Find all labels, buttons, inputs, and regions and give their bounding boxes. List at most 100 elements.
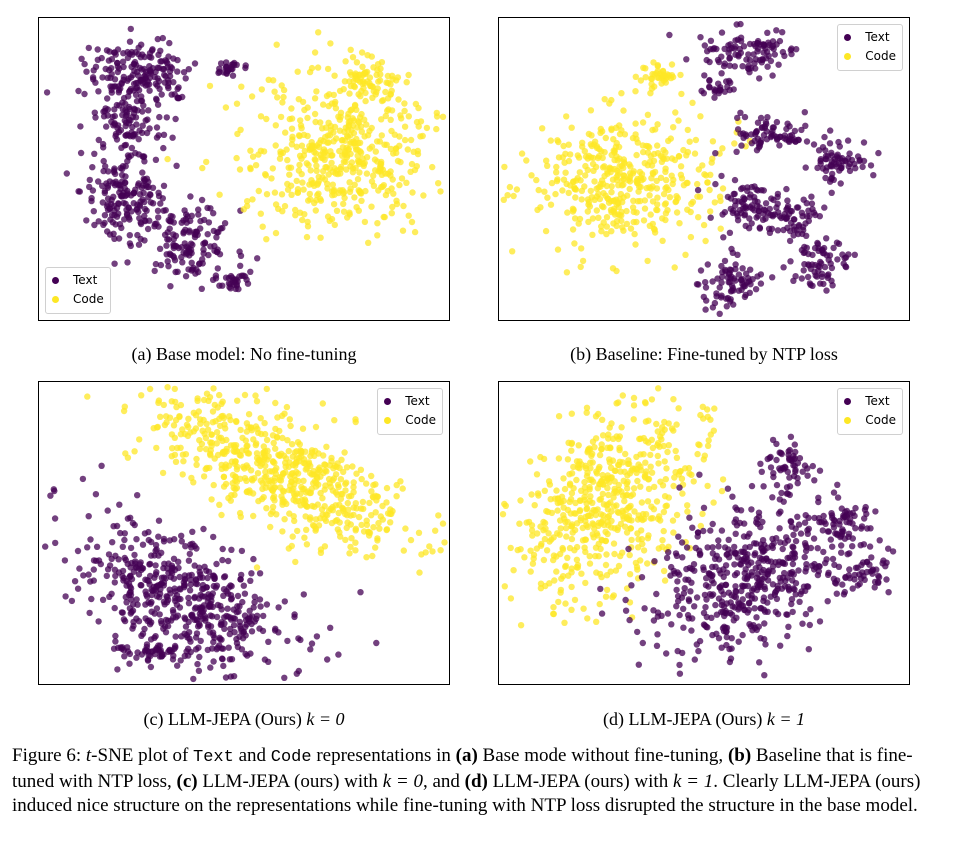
text-point <box>95 178 102 185</box>
text-point <box>700 566 707 573</box>
code-point <box>336 501 343 508</box>
text-point <box>829 555 837 563</box>
code-point <box>719 476 727 483</box>
code-point <box>603 586 611 594</box>
code-point <box>244 450 251 457</box>
code-point <box>238 83 245 90</box>
code-point <box>653 206 660 213</box>
text-point <box>829 514 836 522</box>
code-point <box>363 554 370 561</box>
text-point <box>800 196 807 203</box>
code-point <box>556 531 563 538</box>
text-point <box>796 455 804 462</box>
code-point <box>607 168 614 176</box>
text-point <box>213 613 221 621</box>
code-point <box>619 512 627 520</box>
code-point <box>694 180 701 188</box>
code-point <box>504 192 511 199</box>
text-point <box>135 618 143 625</box>
text-point <box>241 590 249 597</box>
code-point <box>303 233 311 241</box>
subcaption-c-math: k = 0 <box>306 709 345 729</box>
text-point <box>146 217 153 224</box>
text-point <box>183 219 190 226</box>
code-point <box>275 451 282 458</box>
code-point <box>689 99 696 107</box>
code-point <box>597 125 604 133</box>
code-point <box>592 163 600 171</box>
code-point <box>184 432 192 440</box>
code-point <box>563 113 570 120</box>
code-point <box>279 99 286 106</box>
text-point <box>757 460 764 467</box>
text-point <box>802 587 809 595</box>
code-point <box>575 442 582 449</box>
code-point <box>357 188 364 195</box>
code-point <box>635 188 642 195</box>
text-point <box>774 582 781 590</box>
text-point <box>140 153 147 161</box>
code-point <box>284 437 291 444</box>
code-point <box>356 139 364 146</box>
code-point <box>645 485 653 493</box>
code-point <box>588 476 595 483</box>
code-point <box>601 163 608 170</box>
caption-p4: Base mode without fine-tuning, <box>477 745 728 766</box>
code-point <box>252 392 259 399</box>
text-point <box>754 273 761 280</box>
text-point <box>748 559 755 566</box>
text-point <box>770 473 777 481</box>
code-point <box>340 86 347 93</box>
text-point <box>99 199 106 206</box>
code-point <box>630 208 637 216</box>
text-point <box>814 545 821 552</box>
text-point <box>718 644 725 651</box>
code-point <box>557 550 564 558</box>
code-point <box>517 497 524 504</box>
text-point <box>138 582 145 589</box>
code-point <box>182 451 190 458</box>
code-point <box>325 171 332 178</box>
code-point <box>655 460 662 467</box>
code-point <box>349 169 357 176</box>
code-point <box>301 106 308 114</box>
code-point <box>581 544 588 551</box>
code-point <box>597 495 605 503</box>
text-point <box>834 494 842 501</box>
code-point <box>306 68 314 76</box>
code-point <box>541 535 549 543</box>
text-point <box>704 624 711 631</box>
code-point <box>311 110 319 118</box>
code-point <box>219 448 227 456</box>
code-point <box>719 145 726 152</box>
text-point <box>837 180 844 187</box>
code-point <box>223 436 230 444</box>
text-point <box>198 285 205 292</box>
code-point <box>631 230 638 238</box>
code-point <box>635 183 643 190</box>
text-point <box>734 36 742 43</box>
code-point <box>601 149 608 156</box>
code-point <box>346 69 354 76</box>
code-point <box>559 544 566 552</box>
text-point <box>152 571 160 578</box>
legend-label-text: Text <box>865 394 890 408</box>
code-point <box>288 478 295 485</box>
text-point <box>111 49 119 56</box>
code-point <box>636 197 644 205</box>
text-point <box>221 620 228 627</box>
text-point <box>790 452 797 460</box>
code-point <box>328 519 336 527</box>
text-point <box>702 284 710 291</box>
text-point <box>248 628 256 635</box>
code-point <box>641 205 649 212</box>
code-point <box>620 159 628 166</box>
text-point <box>720 234 727 241</box>
code-point <box>705 437 712 444</box>
text-point <box>142 117 149 124</box>
code-point <box>304 488 312 495</box>
text-point <box>683 544 691 551</box>
text-point <box>748 569 756 576</box>
code-point <box>579 143 586 150</box>
code-point <box>170 422 178 429</box>
